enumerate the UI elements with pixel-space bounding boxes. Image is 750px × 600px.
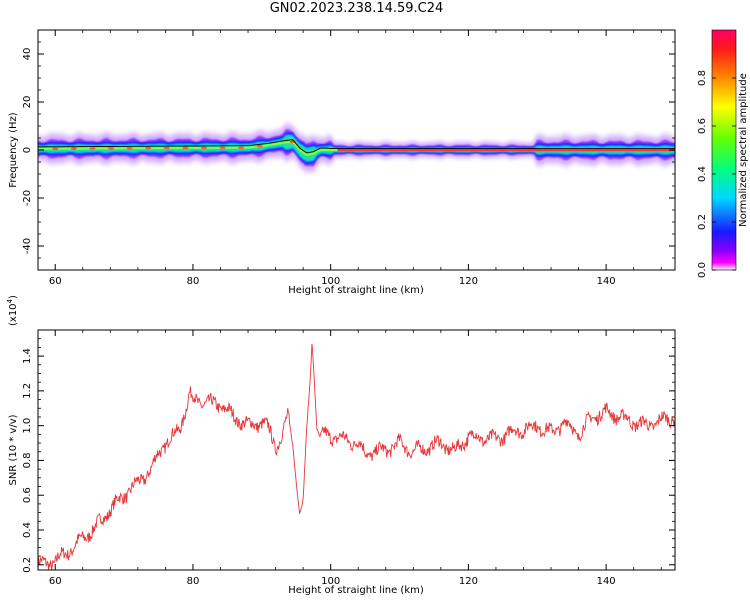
colorbar-tick-label: 0.0 xyxy=(697,262,708,278)
snr-xtick-label: 100 xyxy=(321,576,340,587)
spectrogram-ylabel: Frequency (Hz) xyxy=(8,112,19,188)
snr-panel: 60 80 100 120 140 0.2 0.4 0.6 0.8 1.0 1.2 1.4 Heigh… xyxy=(6,295,676,596)
snr-ylabel: SNR (10 * v/v) xyxy=(8,414,19,485)
snr-ytick-label: 0.2 xyxy=(22,557,33,573)
snr-ytick-label: 1.2 xyxy=(22,383,33,399)
colorbar-tick-label: 0.4 xyxy=(697,166,708,182)
snr-ytick-label: 1.0 xyxy=(22,418,33,434)
heatmap-peak-spot xyxy=(200,146,207,150)
spectrogram-xtick-label: 60 xyxy=(49,276,62,287)
spectrogram-ytick-label: 0 xyxy=(22,147,33,153)
heatmap-peak-spot xyxy=(238,146,245,150)
spectrogram-xtick-label: 140 xyxy=(597,276,616,287)
snr-xtick-label: 120 xyxy=(459,576,478,587)
spectrogram-ytick-label: 40 xyxy=(22,48,33,61)
snr-series xyxy=(38,343,675,570)
colorbar-tick-label: 0.2 xyxy=(697,214,708,230)
heatmap-peak-spot xyxy=(182,146,189,150)
snr-plot-area xyxy=(38,330,675,570)
heatmap-peak-spot xyxy=(70,147,77,150)
spectrogram-ytick-label: 20 xyxy=(22,96,33,109)
colorbar-tick-label: 0.8 xyxy=(697,70,708,86)
heatmap-peak-spot xyxy=(107,146,114,150)
spectrogram-ytick-label: -20 xyxy=(22,190,33,206)
spectrogram-heatmap xyxy=(38,121,675,174)
snr-xtick-label: 60 xyxy=(49,576,62,587)
heatmap-peak-spot xyxy=(219,146,226,150)
spectrogram-panel: 60 80 100 120 140 -40 -20 0 20 40 Height of strai… xyxy=(8,29,676,296)
colorbar-tick-label: 0.6 xyxy=(697,118,708,134)
heatmap-peak-spot xyxy=(52,147,59,151)
spectrogram-xtick-label: 80 xyxy=(187,276,200,287)
heatmap-peak-spot xyxy=(163,146,170,150)
colorbar: 0.0 0.2 0.4 0.6 0.8 Normalized spectral ampl… xyxy=(697,29,749,278)
heatmap-peak-spot xyxy=(126,146,133,150)
colorbar-label: Normalized spectral amplitude xyxy=(738,73,749,227)
spectrogram-ytick-label: -40 xyxy=(22,238,33,254)
snr-ytick-label: 0.8 xyxy=(22,452,33,468)
snr-xtick-label: 80 xyxy=(187,576,200,587)
chart-title: GN02.2023.238.14.59.C24 xyxy=(269,1,444,16)
snr-xlabel: Height of straight line (km) xyxy=(288,585,424,596)
snr-line xyxy=(38,343,675,570)
spectrogram-xtick-label: 100 xyxy=(321,276,340,287)
spectrogram-xlabel: Height of straight line (km) xyxy=(288,285,424,296)
heatmap-peak-spot xyxy=(89,147,96,150)
snr-ytick-label: 0.6 xyxy=(22,487,33,503)
colorbar-gradient xyxy=(712,30,736,270)
snr-ytick-label: 0.4 xyxy=(22,522,33,538)
snr-ytick-label: 1.4 xyxy=(22,348,33,364)
snr-multiplier: (x104) xyxy=(6,295,19,326)
heatmap-peak-spot xyxy=(256,144,263,148)
snr-xtick-label: 140 xyxy=(597,576,616,587)
spectrogram-xtick-label: 120 xyxy=(459,276,478,287)
heatmap-trace-line xyxy=(38,139,675,154)
heatmap-peak-spot xyxy=(145,146,152,150)
